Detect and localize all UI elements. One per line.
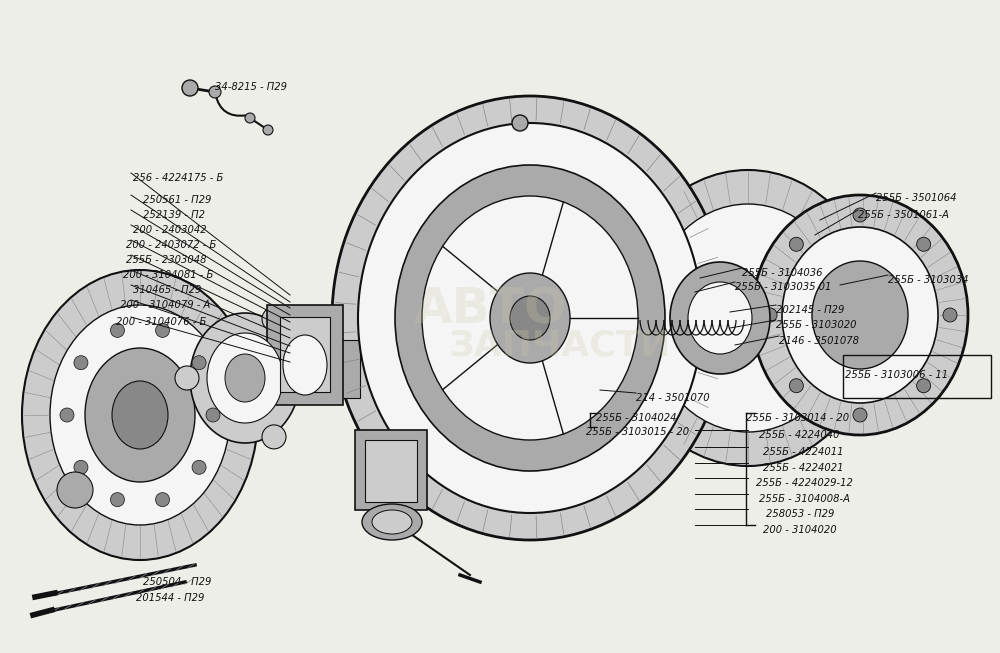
Text: 250504 - П29: 250504 - П29	[143, 577, 211, 587]
Text: 255Б - 3103014 - 20: 255Б - 3103014 - 20	[746, 413, 849, 423]
Bar	[355, 430, 427, 510]
Ellipse shape	[789, 379, 803, 392]
Text: 200 - 2403072 - Б: 200 - 2403072 - Б	[126, 240, 216, 250]
Ellipse shape	[490, 273, 570, 363]
Text: 255Б - 3103020: 255Б - 3103020	[776, 320, 856, 330]
Ellipse shape	[917, 237, 931, 251]
Ellipse shape	[618, 170, 878, 466]
Ellipse shape	[262, 307, 286, 331]
Ellipse shape	[110, 492, 124, 507]
Ellipse shape	[648, 204, 848, 432]
Text: 200 - 3104020: 200 - 3104020	[763, 525, 837, 535]
Ellipse shape	[812, 261, 908, 369]
Bar	[280, 317, 330, 392]
Text: 200 - 2403042: 200 - 2403042	[133, 225, 207, 235]
Ellipse shape	[332, 96, 728, 540]
Ellipse shape	[395, 165, 665, 471]
Text: 255Б - 3103034: 255Б - 3103034	[888, 275, 968, 285]
Ellipse shape	[192, 460, 206, 474]
Ellipse shape	[510, 296, 550, 340]
Text: 255Б - 4224011: 255Б - 4224011	[763, 447, 844, 457]
Ellipse shape	[206, 408, 220, 422]
Text: 200 - 3104079 - A: 200 - 3104079 - A	[120, 300, 210, 310]
Bar	[843, 355, 991, 398]
Text: 202145 - П29: 202145 - П29	[776, 305, 844, 315]
Text: 258053 - П29: 258053 - П29	[766, 509, 834, 519]
Ellipse shape	[763, 308, 777, 322]
Ellipse shape	[156, 492, 170, 507]
Ellipse shape	[358, 123, 702, 513]
Text: 255Б - 3103035 01: 255Б - 3103035 01	[735, 282, 831, 292]
Ellipse shape	[263, 125, 273, 135]
Text: 255Б - 3501064: 255Б - 3501064	[876, 193, 956, 203]
Text: 255Б - 3104036: 255Б - 3104036	[742, 268, 822, 278]
Ellipse shape	[422, 196, 638, 440]
Ellipse shape	[22, 270, 258, 560]
Text: 214 - 3501070: 214 - 3501070	[636, 393, 710, 403]
Text: 255Б - 4224029-12: 255Б - 4224029-12	[756, 478, 853, 488]
Text: 200 - 3104076 - Б: 200 - 3104076 - Б	[116, 317, 206, 327]
Bar	[267, 305, 343, 405]
Text: 255Б - 4224021: 255Б - 4224021	[763, 463, 844, 473]
Text: 255Б - 3103006 - 11: 255Б - 3103006 - 11	[845, 370, 948, 380]
Bar	[330, 340, 360, 398]
Ellipse shape	[207, 333, 283, 423]
Text: 255Б - 3104024: 255Б - 3104024	[596, 413, 676, 423]
Ellipse shape	[156, 323, 170, 338]
Text: ЗАПЧАСТИ: ЗАПЧАСТИ	[449, 328, 671, 362]
Bar	[140, 358, 730, 368]
Ellipse shape	[60, 408, 74, 422]
Text: 255Б - 3104008-A: 255Б - 3104008-A	[759, 494, 850, 504]
Ellipse shape	[853, 208, 867, 222]
Ellipse shape	[110, 323, 124, 338]
Ellipse shape	[245, 113, 255, 123]
Text: 255Б - 3501061-A: 255Б - 3501061-A	[858, 210, 949, 220]
Ellipse shape	[853, 408, 867, 422]
Ellipse shape	[57, 472, 93, 508]
Text: 256 - 4224175 - Б: 256 - 4224175 - Б	[133, 173, 223, 183]
Text: 34-8215 - П29: 34-8215 - П29	[215, 82, 287, 92]
Ellipse shape	[917, 379, 931, 392]
Ellipse shape	[752, 195, 968, 435]
Text: 255Б - 4224040: 255Б - 4224040	[759, 430, 840, 440]
Ellipse shape	[262, 425, 286, 449]
Ellipse shape	[85, 348, 195, 482]
Text: АВТО: АВТО	[413, 286, 567, 334]
Bar	[365, 440, 417, 502]
Ellipse shape	[670, 262, 770, 374]
Ellipse shape	[362, 504, 422, 540]
Ellipse shape	[74, 356, 88, 370]
Ellipse shape	[74, 460, 88, 474]
Text: 2146 - 3501078: 2146 - 3501078	[779, 336, 859, 346]
Text: 310465 - П29: 310465 - П29	[133, 285, 201, 295]
Ellipse shape	[225, 354, 265, 402]
Ellipse shape	[283, 335, 327, 395]
Bar	[140, 355, 730, 387]
Ellipse shape	[782, 227, 938, 403]
Text: 252139 - П2: 252139 - П2	[143, 210, 205, 220]
Ellipse shape	[50, 305, 230, 525]
Ellipse shape	[192, 356, 206, 370]
Text: 250561 - П29: 250561 - П29	[143, 195, 211, 205]
Ellipse shape	[190, 313, 300, 443]
Ellipse shape	[943, 308, 957, 322]
Text: 255Б - 2303048: 255Б - 2303048	[126, 255, 207, 265]
Ellipse shape	[175, 366, 199, 390]
Bar	[410, 328, 510, 403]
Ellipse shape	[182, 80, 198, 96]
Text: 201544 - П29: 201544 - П29	[136, 593, 204, 603]
Text: 200 - 3104081 - Б: 200 - 3104081 - Б	[123, 270, 213, 280]
Ellipse shape	[372, 510, 412, 534]
Text: 255Б - 3103015 - 20: 255Б - 3103015 - 20	[586, 427, 689, 437]
Ellipse shape	[112, 381, 168, 449]
Bar	[380, 333, 400, 401]
Ellipse shape	[512, 115, 528, 131]
Ellipse shape	[789, 237, 803, 251]
Ellipse shape	[209, 86, 221, 98]
Ellipse shape	[688, 282, 752, 354]
